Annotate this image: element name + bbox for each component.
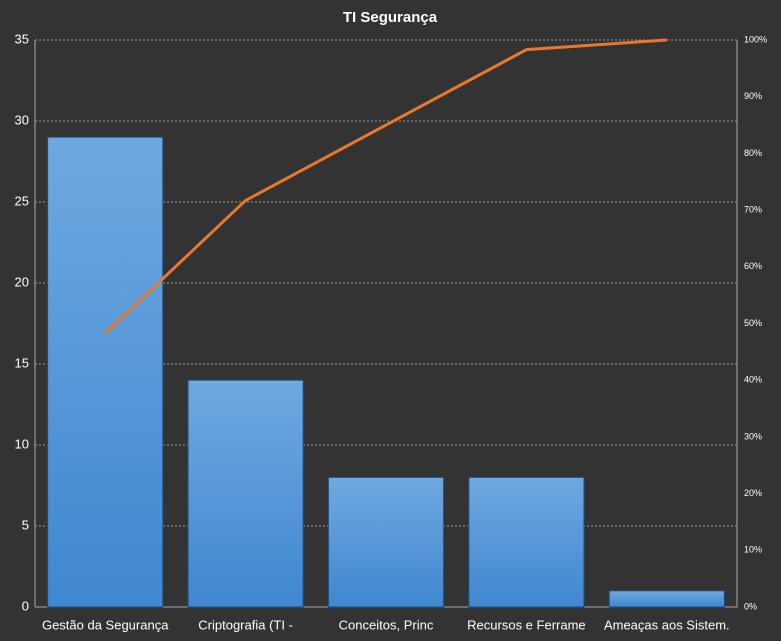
- bar: [608, 590, 725, 608]
- line: [104, 38, 667, 335]
- y-tick-label: 15: [15, 355, 29, 370]
- x-tick-label: Criptografia (TI -: [198, 617, 293, 632]
- y2-tick-label: 20%: [744, 488, 762, 498]
- y-tick-label: 5: [22, 517, 29, 532]
- x-tick-label: Ameaças aos Sistem.: [604, 617, 730, 632]
- y2-tick-label: 70%: [744, 204, 762, 214]
- y-tick-label: 25: [15, 193, 29, 208]
- y2-tick-label: 90%: [744, 91, 762, 101]
- y2-tick-label: 60%: [744, 261, 762, 271]
- y-tick-label: 35: [15, 31, 29, 46]
- chart-title: TI Segurança: [343, 9, 438, 26]
- x-tick-label: Conceitos, Princ: [339, 617, 434, 632]
- y2-tick-label: 0%: [744, 601, 757, 611]
- y-tick-label: 10: [15, 436, 29, 451]
- y2-tick-label: 80%: [744, 148, 762, 158]
- y2-tick-label: 10%: [744, 545, 762, 555]
- y2-tick-label: 30%: [744, 431, 762, 441]
- y-tick-label: 30: [15, 112, 29, 127]
- y2-tick-label: 40%: [744, 375, 762, 385]
- bar: [327, 476, 445, 608]
- x-tick-label: Gestão da Segurança: [42, 617, 169, 632]
- y2-tick-label: 50%: [744, 318, 762, 328]
- bar: [47, 136, 164, 608]
- bar: [187, 379, 304, 608]
- y2-tick-label: 100%: [744, 34, 767, 44]
- y-tick-label: 20: [15, 274, 29, 289]
- x-tick-label: Recursos e Ferrame: [467, 617, 585, 632]
- bar: [468, 476, 585, 608]
- y-tick-label: 0: [22, 598, 29, 613]
